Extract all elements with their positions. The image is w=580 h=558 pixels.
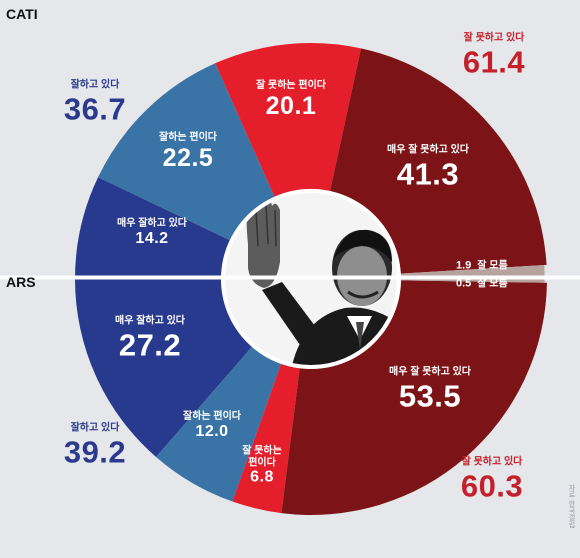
label-ars-dont-know: 0.5 잘 모름 [456, 277, 508, 290]
label-cati-positive: 잘하는 편이다 22.5 [159, 131, 217, 172]
slice-cati-strong-positive [75, 177, 230, 279]
label-ars-total-negative: 잘 못하고 있다 60.3 [460, 456, 524, 503]
slice-cati-negative [215, 42, 362, 197]
label-cati-dont-know: 1.9 잘 모름 [456, 259, 508, 272]
slice-cati-positive [98, 63, 275, 241]
slice-cati-strong-negative [330, 48, 547, 274]
label-ars-negative: 잘 못하는 편이다 6.8 [242, 445, 282, 486]
slice-ars-positive [156, 346, 282, 502]
slice-ars-strong-positive [75, 279, 252, 458]
slice-ars-negative [232, 363, 300, 514]
label-cati-total-positive: 잘하고 있다 36.7 [63, 79, 127, 126]
source-credit: 자료 한국갤럽 [568, 484, 575, 528]
label-ars-strong-negative: 매우 잘 못하고 있다 53.5 [389, 366, 471, 413]
label-cati-negative: 잘 못하는 편이다 20.1 [256, 79, 326, 120]
slice-ars-dont-know [400, 279, 545, 283]
label-cati-strong-negative: 매우 잘 못하고 있다 41.3 [387, 144, 469, 191]
method-label-ars: ARS [6, 274, 36, 290]
method-label-cati: CATI [6, 6, 38, 22]
label-cati-strong-positive: 매우 잘하고 있다 14.2 [117, 218, 187, 247]
label-ars-total-positive: 잘하고 있다 39.2 [63, 422, 127, 469]
label-cati-total-negative: 잘 못하고 있다 61.4 [462, 32, 526, 79]
label-ars-positive: 잘하는 편이다 12.0 [183, 411, 241, 440]
label-ars-strong-positive: 매우 잘하고 있다 27.2 [115, 315, 185, 362]
slice-ars-strong-negative [281, 280, 547, 516]
